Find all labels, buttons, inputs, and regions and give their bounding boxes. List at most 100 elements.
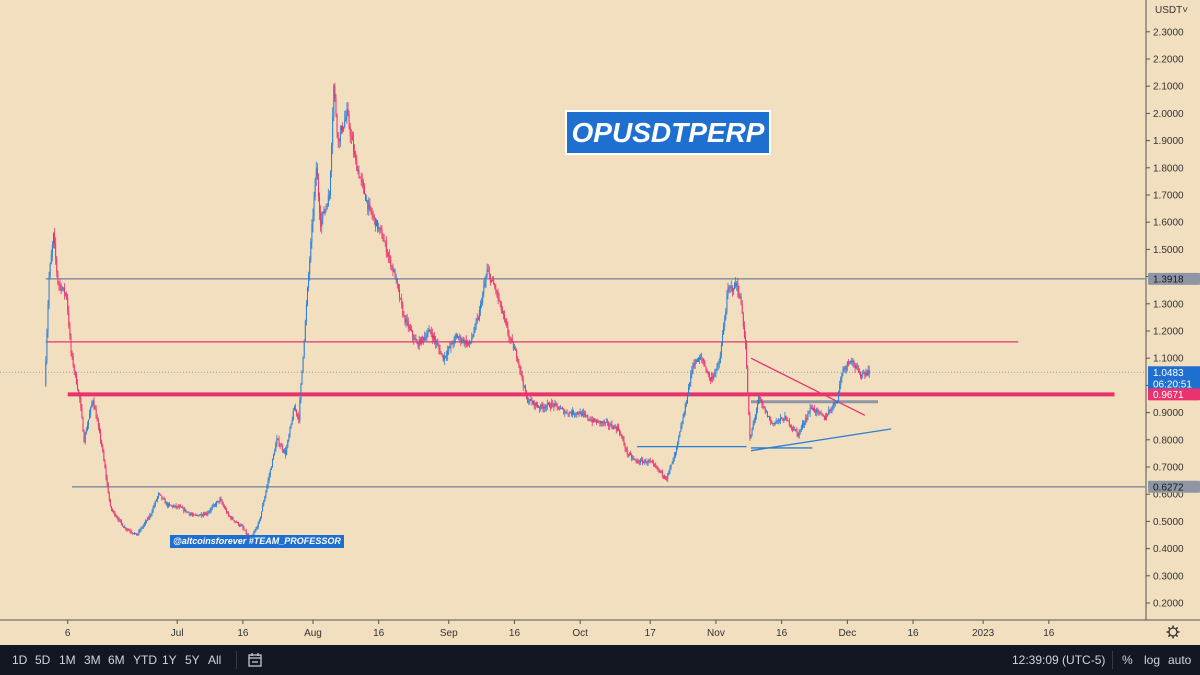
candle-body — [619, 429, 621, 434]
candle-body — [367, 200, 369, 210]
range-button-1d[interactable]: 1D — [12, 653, 28, 667]
candle-body — [809, 407, 811, 413]
candle-body — [91, 403, 93, 408]
candle-body — [338, 138, 340, 142]
clock-readout[interactable]: 12:39:09 (UTC-5) — [1012, 653, 1106, 667]
candle-body — [80, 398, 82, 408]
candle-body — [365, 194, 367, 201]
candle-body — [821, 413, 823, 416]
candle-body — [575, 414, 577, 415]
range-button-5d[interactable]: 5D — [35, 653, 51, 667]
candle-body — [855, 365, 857, 368]
candle-body — [582, 412, 584, 414]
x-tick-label: Sep — [440, 628, 458, 639]
candle-body — [173, 506, 175, 507]
candle-body — [211, 506, 213, 509]
candle-body — [757, 404, 759, 410]
candle-body — [65, 293, 67, 295]
candle-body — [513, 348, 515, 350]
candle-body — [352, 140, 354, 152]
candle-body — [222, 503, 224, 506]
x-tick-label: 16 — [1043, 628, 1055, 639]
candle-body — [679, 431, 681, 437]
candle-body — [761, 401, 763, 404]
candle-body — [202, 514, 204, 516]
candle-body — [573, 410, 575, 415]
candle-body — [735, 283, 737, 287]
candle-body — [215, 504, 217, 506]
candle-body — [463, 339, 465, 344]
auto-toggle[interactable]: auto — [1168, 653, 1192, 667]
currency-unit-selector[interactable]: USDT˅ — [1155, 5, 1189, 16]
candle-body — [313, 196, 315, 217]
candle-body — [816, 409, 818, 413]
candle-body — [282, 449, 284, 452]
price-chart[interactable]: 0.2000 0.3000 0.4000 0.5000 0.6000 0.7000 0.80… — [0, 0, 1200, 645]
settings-gear-icon[interactable] — [1166, 625, 1180, 639]
candle-body — [536, 405, 538, 407]
candle-body — [685, 402, 687, 405]
candle-body — [464, 340, 466, 344]
candle-body — [731, 286, 733, 291]
candle-body — [623, 439, 625, 445]
candle-body — [568, 412, 570, 415]
candle-body — [711, 376, 713, 380]
candle-body — [774, 422, 776, 425]
candle-body — [194, 514, 196, 516]
candle-body — [602, 421, 604, 424]
candle-body — [705, 366, 707, 371]
candle-body — [792, 427, 794, 429]
range-button-all[interactable]: All — [208, 653, 222, 667]
candle-body — [843, 368, 845, 370]
candle-body — [531, 400, 533, 404]
x-tick-label: Jul — [171, 628, 184, 639]
candle-body — [423, 338, 425, 340]
candle-body — [207, 512, 209, 515]
candle-body — [726, 295, 728, 312]
candle-body — [638, 462, 640, 464]
x-tick-label: Aug — [304, 628, 322, 639]
candle-body — [584, 413, 586, 415]
candle-body — [238, 522, 240, 526]
candle-body — [406, 319, 408, 322]
candle-body — [393, 270, 395, 272]
candle-body — [798, 431, 800, 437]
candle-body — [243, 528, 245, 531]
candle-body — [245, 530, 247, 535]
candle-body — [724, 319, 726, 327]
candle-body — [450, 343, 452, 348]
candle-body — [105, 467, 107, 478]
candle-body — [369, 204, 371, 207]
candle-body — [343, 126, 345, 131]
author-credit-label: @altcoinsforever #TEAM_PROFESSOR — [170, 535, 344, 548]
x-tick-label: 16 — [907, 628, 919, 639]
log-toggle[interactable]: log — [1144, 653, 1161, 667]
candle-body — [494, 284, 496, 288]
percent-toggle[interactable]: % — [1122, 653, 1133, 667]
candle-body — [807, 413, 809, 419]
candle-body — [787, 420, 789, 422]
candle-body — [275, 444, 277, 452]
candle-body — [524, 386, 526, 394]
candle-body — [856, 365, 858, 369]
calendar-range-icon[interactable] — [248, 653, 262, 667]
candle-body — [539, 407, 541, 409]
range-button-1y[interactable]: 1Y — [162, 653, 177, 667]
candle-body — [686, 396, 688, 403]
candle-body — [488, 271, 490, 275]
candle-body — [533, 400, 535, 407]
candle-body — [719, 354, 721, 364]
candle-body — [549, 403, 550, 408]
range-button-5y[interactable]: 5Y — [185, 653, 200, 667]
candle-body — [58, 283, 60, 285]
candle-body — [796, 430, 798, 433]
range-button-3m[interactable]: 3M — [84, 653, 101, 667]
range-button-ytd[interactable]: YTD — [133, 653, 157, 667]
candle-body — [827, 414, 829, 417]
range-button-6m[interactable]: 6M — [108, 653, 125, 667]
candle-body — [854, 365, 856, 368]
candle-body — [84, 433, 86, 442]
candle-body — [591, 420, 593, 423]
range-button-1m[interactable]: 1M — [59, 653, 76, 667]
candle-body — [789, 425, 791, 427]
